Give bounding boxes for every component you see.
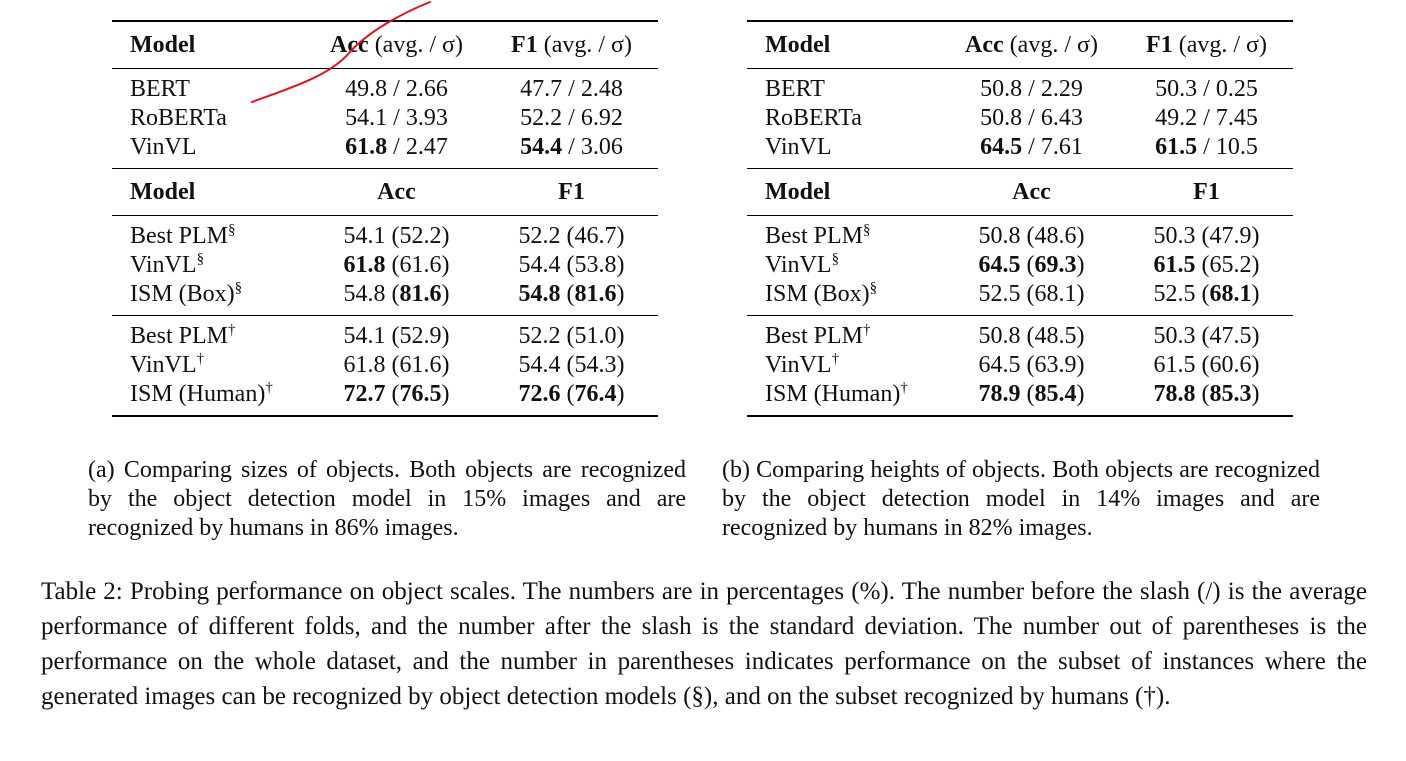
table-row: VinVL 64.5 / 7.61 61.5 / 10.5 (765, 134, 1258, 160)
caption-b: (b) Comparing heights of objects. Both o… (722, 457, 1320, 541)
table-row: ISM (Human)† 72.7 (76.5) 72.6 (76.4) (112, 380, 658, 416)
table-row: ISM (Box)§ 54.8 (81.6) 54.8 (81.6) (130, 280, 625, 308)
table-row: VinVL§ 61.8 (61.6) 54.4 (53.8) (130, 251, 625, 279)
table-a: Model Acc (avg. / σ) F1 (avg. / σ) BERT … (112, 20, 658, 417)
table-row: VinVL§ 64.5 (69.3) 61.5 (65.2) (765, 251, 1260, 279)
table-caption: Table 2: Probing performance on object s… (41, 578, 1367, 710)
caption-a: (a) Comparing sizes of objects. Both obj… (88, 457, 686, 541)
col-acc: Acc (avg. / σ) (330, 32, 463, 58)
table-row: Best PLM† 50.8 (48.5) 50.3 (47.5) (747, 315, 1293, 352)
table-a-header-2: Model Acc F1 (112, 168, 658, 216)
table-b: Model Acc (avg. / σ) F1 (avg. / σ) BERT … (747, 20, 1293, 417)
table-row: VinVL 61.8 / 2.47 54.4 / 3.06 (130, 134, 623, 160)
col-model: Model (130, 32, 196, 58)
table-b-header-2: Model Acc F1 (747, 168, 1293, 216)
table-row: VinVL† 64.5 (63.9) 61.5 (60.6) (765, 351, 1260, 379)
table-row: RoBERTa 50.8 / 6.43 49.2 / 7.45 (765, 105, 1258, 131)
table-b-header-1: Model Acc (avg. / σ) F1 (avg. / σ) (747, 21, 1293, 69)
col-f1: F1 (avg. / σ) (511, 32, 632, 58)
table-a-header-1: Model Acc (avg. / σ) F1 (avg. / σ) (112, 21, 658, 69)
table-row: BERT 50.8 / 2.29 50.3 / 0.25 (747, 68, 1293, 105)
table-row: ISM (Human)† 78.9 (85.4) 78.8 (85.3) (747, 380, 1293, 416)
table-row: BERT 49.8 / 2.66 47.7 / 2.48 (112, 68, 658, 105)
table-row: Best PLM† 54.1 (52.9) 52.2 (51.0) (112, 315, 658, 352)
table-row: Best PLM§ 50.8 (48.6) 50.3 (47.9) (747, 215, 1293, 252)
table-row: Best PLM§ 54.1 (52.2) 52.2 (46.7) (112, 215, 658, 252)
table-row: RoBERTa 54.1 / 3.93 52.2 / 6.92 (130, 105, 623, 131)
table-row: ISM (Box)§ 52.5 (68.1) 52.5 (68.1) (765, 280, 1260, 308)
table-row: VinVL† 61.8 (61.6) 54.4 (54.3) (130, 351, 625, 379)
